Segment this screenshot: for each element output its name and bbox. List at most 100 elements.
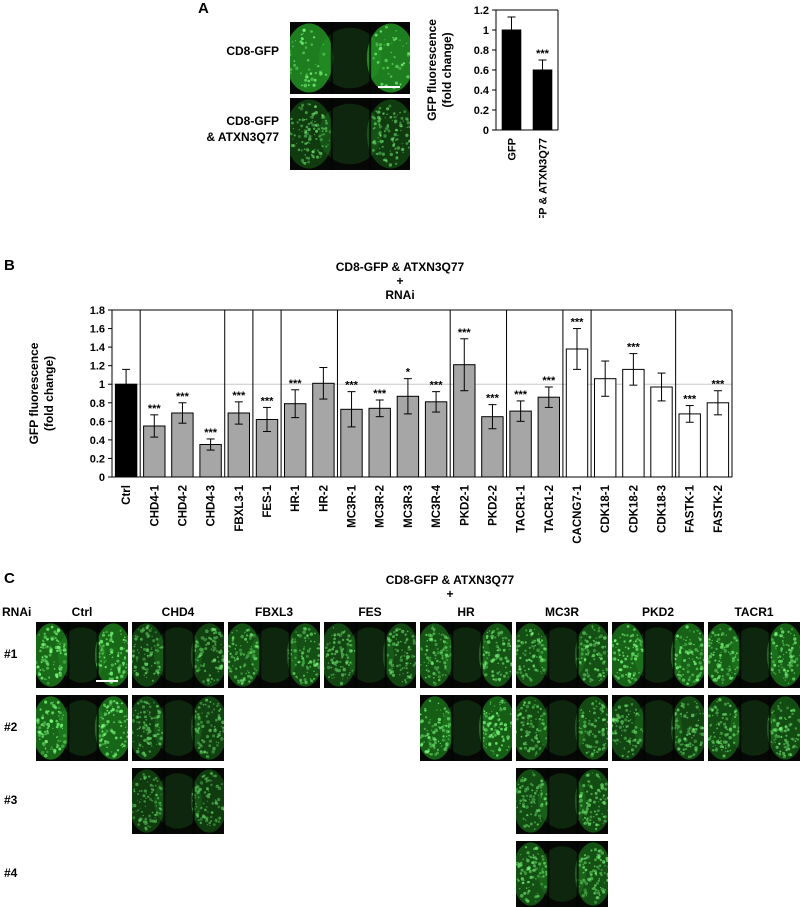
panel-c-image — [132, 768, 224, 834]
panel-c-brain-hr-2 — [420, 695, 512, 761]
panel-c-image — [516, 695, 608, 761]
significance-label: *** — [514, 389, 528, 401]
category-label: MC3R-3 — [403, 485, 415, 528]
panel-c-image — [420, 622, 512, 688]
y-tick-label: 1.8 — [90, 305, 105, 317]
panel-c-column-chd4: CHD4 — [161, 605, 195, 619]
panel-a-row1-label: CD8-GFP — [226, 44, 279, 58]
category-label: Ctrl — [121, 485, 133, 505]
panel-c-row-label: #1 — [4, 647, 18, 661]
y-tick-label: 0.4 — [474, 85, 490, 97]
y-axis-label: GFP fluorescence — [425, 19, 439, 121]
category-label: MC3R-4 — [431, 484, 443, 527]
panel-c-brain-fbxl3-1 — [228, 622, 320, 688]
category-label: FBXL3-1 — [234, 484, 246, 531]
panel-c-brain-ctrl-1 — [36, 622, 128, 688]
significance-label: *** — [571, 317, 585, 329]
category-label: CACNG7-1 — [572, 484, 584, 543]
significance-label: *** — [536, 48, 550, 60]
y-tick-label: 1.2 — [90, 361, 105, 373]
y-tick-label: 0.2 — [474, 105, 489, 117]
significance-label: *** — [711, 379, 725, 391]
y-tick-label: 1.4 — [90, 342, 106, 354]
panel-c-image — [228, 622, 320, 688]
panel-c-image — [36, 695, 128, 761]
panel-c-brain-pkd2-1 — [612, 622, 704, 688]
panel-c-brain-hr-1 — [420, 622, 512, 688]
panel-c-row-label: #2 — [4, 720, 18, 734]
y-tick-label: 0 — [99, 472, 105, 484]
significance-label: *** — [176, 391, 190, 403]
panel-b-header-line3: RNAi — [385, 288, 415, 302]
significance-label: *** — [148, 403, 162, 415]
significance-label: * — [406, 367, 411, 379]
panel-c-brain-pkd2-2 — [612, 695, 704, 761]
panel-c-header-line2: + — [446, 587, 454, 601]
panel-c-brain-tacr1-2 — [708, 695, 800, 761]
y-tick-label: 0.8 — [474, 45, 489, 57]
category-label: CDK18-3 — [657, 485, 669, 533]
panel-c-image — [324, 622, 416, 688]
panel-a-brain-atxn3q77 — [290, 98, 410, 170]
category-label: GFP — [507, 138, 519, 161]
category-label: HR-2 — [318, 485, 330, 512]
significance-label: *** — [204, 427, 218, 439]
category-label: TACR1-2 — [544, 485, 556, 533]
panel-c-brain-mc3r-1 — [516, 622, 608, 688]
category-label: FASTK-1 — [685, 484, 697, 533]
panel-b-bar-chart: GFP fluorescence (fold change) 0 0.2 0.4 0.6 0… — [27, 305, 733, 544]
panel-c-brain-mc3r-4 — [516, 841, 608, 907]
significance-label: *** — [458, 327, 472, 339]
panel-c-image — [612, 622, 704, 688]
category-label: GFP & ATXN3Q77 — [538, 138, 550, 218]
panel-c-image — [132, 695, 224, 761]
panel-c-column-tacr1: TACR1 — [734, 605, 774, 619]
panel-c-brain-chd4-3 — [132, 768, 224, 834]
y-tick-label: 1.6 — [90, 324, 105, 336]
significance-label: *** — [261, 395, 275, 407]
category-label: CDK18-1 — [600, 484, 612, 533]
y-tick-label: 0 — [483, 125, 489, 137]
panel-c-brain-fes-1 — [324, 622, 416, 688]
y-axis-label: (fold change) — [42, 356, 56, 431]
panel-c-image — [708, 622, 800, 688]
significance-label: *** — [486, 393, 500, 405]
category-label: HR-1 — [290, 484, 302, 511]
panel-c-column-fes: FES — [358, 605, 382, 619]
significance-label: *** — [232, 390, 246, 402]
panel-c-image — [132, 622, 224, 688]
y-tick-label: 0.6 — [474, 65, 489, 77]
significance-label: *** — [345, 380, 359, 392]
panel-b-header-line1: CD8-GFP & ATXN3Q77 — [335, 260, 465, 274]
panel-c-image — [516, 768, 608, 834]
panel-c-column-hr: HR — [457, 605, 475, 619]
category-label: MC3R-2 — [375, 485, 387, 528]
panel-c-letter: C — [4, 570, 15, 587]
panel-c-brain-tacr1-1 — [708, 622, 800, 688]
panel-c-brain-ctrl-2 — [36, 695, 128, 761]
y-axis-label: (fold change) — [440, 32, 454, 107]
significance-label: *** — [373, 388, 387, 400]
significance-label: *** — [430, 380, 444, 392]
significance-label: *** — [627, 342, 641, 354]
panel-c-image — [420, 695, 512, 761]
significance-label: *** — [289, 378, 303, 390]
category-label: CHD4-2 — [177, 485, 189, 527]
category-label: MC3R-1 — [347, 484, 359, 527]
panel-c-header-line1: CD8-GFP & ATXN3Q77 — [385, 573, 515, 587]
category-label: FASTK-2 — [713, 485, 725, 533]
y-tick-label: 1 — [99, 379, 105, 391]
category-label: TACR1-1 — [516, 484, 528, 532]
y-tick-label: 0.8 — [90, 398, 105, 410]
category-label: PKD2-2 — [487, 485, 499, 526]
panel-a-row2-label-line2: & ATXN3Q77 — [206, 130, 279, 144]
category-label: CHD4-1 — [149, 484, 161, 526]
panel-c-image — [708, 695, 800, 761]
category-label: CDK18-2 — [628, 485, 640, 533]
y-tick-label: 0.2 — [90, 453, 105, 465]
panel-a-bar-chart: GFP fluorescence (fold change) 0 0.2 0.4 0.6 0… — [425, 5, 559, 218]
significance-label: *** — [542, 375, 556, 387]
panel-c-image — [516, 622, 608, 688]
panel-c-rnai-label: RNAi — [2, 605, 32, 619]
